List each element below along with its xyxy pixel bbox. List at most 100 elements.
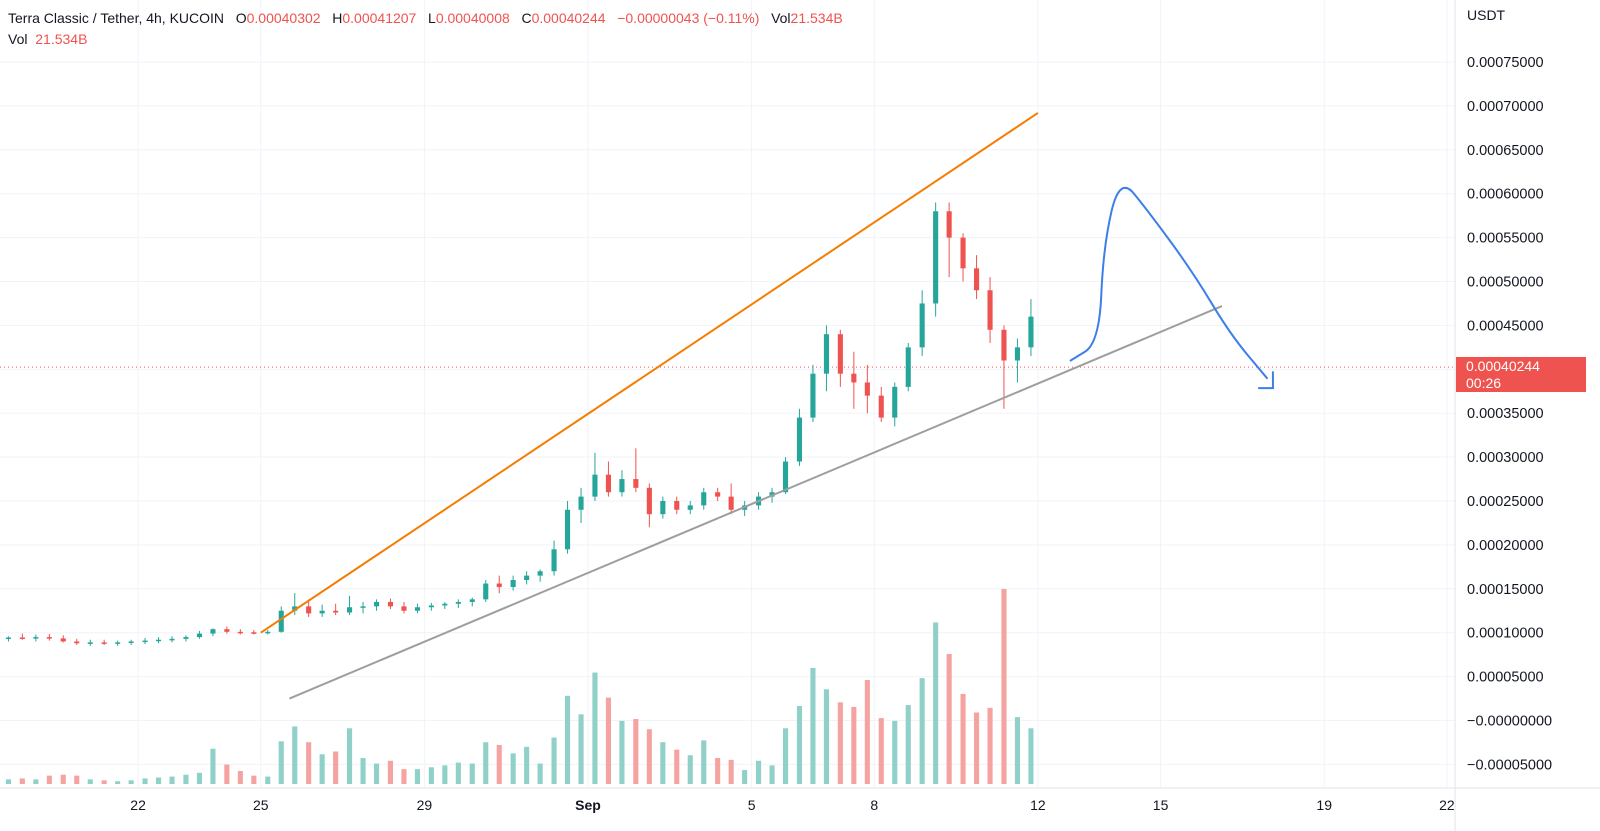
volume-bar — [155, 777, 162, 784]
volume-bar — [496, 745, 502, 784]
price-tick-label: 0.00035000 — [1467, 406, 1544, 422]
volume-bar — [210, 748, 216, 784]
candle-body — [1014, 347, 1021, 361]
candle-body — [537, 571, 543, 576]
trend-drawings[interactable] — [260, 112, 1274, 700]
volume-bar — [919, 678, 925, 784]
open-label: O — [235, 10, 247, 26]
arrow-head-icon — [1257, 371, 1274, 390]
candle-body — [660, 501, 666, 515]
price-tick-label: 0.00070000 — [1467, 99, 1544, 115]
price-tick-label: 0.00010000 — [1467, 626, 1544, 642]
candle-body — [455, 601, 461, 604]
price-tick-label: 0.00050000 — [1467, 275, 1544, 291]
volume-legend: Vol 21.534B — [8, 31, 87, 47]
candle-body — [401, 606, 407, 611]
volume-bar — [892, 720, 898, 784]
symbol-title[interactable]: Terra Classic / Tether, 4h, KUCOIN — [8, 10, 225, 26]
candle-body — [155, 639, 162, 642]
volume-bar — [701, 740, 707, 784]
volume-bar — [564, 695, 571, 784]
volume-bar — [455, 762, 461, 784]
volume-bar — [851, 706, 857, 784]
volume-bar — [128, 780, 134, 784]
price-tick-label: 0.00020000 — [1467, 538, 1544, 554]
time-tick-label: 15 — [1153, 797, 1169, 813]
volume-row-label[interactable]: Vol — [8, 31, 28, 47]
candle-body — [5, 637, 12, 640]
upper-trendline — [260, 112, 1039, 634]
volume-bar — [946, 654, 952, 784]
close-value: 0.00040244 — [531, 10, 606, 26]
time-axis[interactable]: 18222529Sep5812151922 — [0, 787, 1600, 813]
volume-bar — [782, 728, 789, 784]
price-axis[interactable]: 0.00075000 0.00070000 0.00065000 0.00060000… — [1454, 0, 1552, 831]
candle-body — [551, 549, 557, 572]
volume-bar — [87, 779, 93, 784]
volume-bar — [823, 689, 830, 784]
candle-body — [728, 496, 734, 510]
volume-bar — [537, 763, 543, 784]
candle-body — [496, 583, 502, 588]
volume-bar — [715, 758, 721, 784]
time-tick-label: Sep — [575, 797, 601, 813]
volume-bar — [646, 729, 652, 784]
volume-label: Vol — [771, 10, 791, 26]
last-price-value: 0.00040244 — [1466, 358, 1540, 374]
price-tick-label: 0.00045000 — [1467, 318, 1544, 334]
candle-body — [237, 631, 243, 634]
volume-bar — [483, 742, 489, 784]
time-tick-label: 8 — [870, 797, 878, 813]
candle-body — [373, 601, 380, 607]
candle-body — [292, 606, 298, 611]
candle-body — [619, 479, 625, 493]
volume-bar — [660, 742, 666, 784]
candlesticks — [5, 202, 1034, 646]
volume-bar — [333, 751, 339, 784]
time-tick-label: 12 — [1030, 797, 1046, 813]
volume-bar — [265, 776, 271, 784]
volume-bar — [373, 763, 380, 784]
volume-bar — [837, 702, 843, 784]
chart-grid — [0, 0, 1455, 788]
volume-bar — [605, 697, 612, 784]
volume-bar — [905, 705, 911, 784]
candle-body — [33, 637, 39, 639]
currency-unit: USDT — [1467, 7, 1506, 23]
candle-body — [428, 605, 434, 608]
candle-body — [919, 303, 925, 348]
price-tick-label: 0.00060000 — [1467, 187, 1544, 203]
volume-bar — [401, 769, 407, 784]
candle-body — [442, 603, 448, 606]
volume-bars — [5, 589, 1034, 784]
candle-body — [851, 373, 857, 383]
candle-body — [224, 629, 230, 632]
candle-body — [1028, 316, 1034, 348]
volume-bar — [387, 760, 394, 784]
price-tick-label: 0.00015000 — [1467, 582, 1544, 598]
candle-body — [87, 642, 93, 644]
candle-body — [687, 505, 693, 510]
volume-bar — [810, 667, 816, 784]
time-tick-label: 22 — [1439, 797, 1455, 813]
volume-bar — [428, 767, 434, 784]
candle-body — [469, 599, 475, 602]
candle-body — [864, 382, 870, 396]
candle-body — [183, 637, 189, 639]
volume-bar — [60, 774, 66, 784]
volume-bar — [251, 775, 257, 784]
volume-bar — [414, 769, 421, 784]
volume-bar — [442, 765, 448, 784]
candle-body — [74, 641, 80, 644]
volume-bar — [346, 728, 353, 784]
ohlc-legend: Terra Classic / Tether, 4h, KUCOIN O0.00… — [8, 10, 843, 26]
volume-bar — [633, 719, 639, 784]
bar-countdown: 00:26 — [1466, 375, 1502, 391]
candle-body — [796, 417, 803, 462]
volume-bar — [960, 693, 966, 784]
volume-bar — [292, 726, 298, 784]
candle-body — [101, 642, 107, 644]
open-value: 0.00040302 — [246, 10, 321, 26]
volume-bar — [142, 778, 148, 784]
